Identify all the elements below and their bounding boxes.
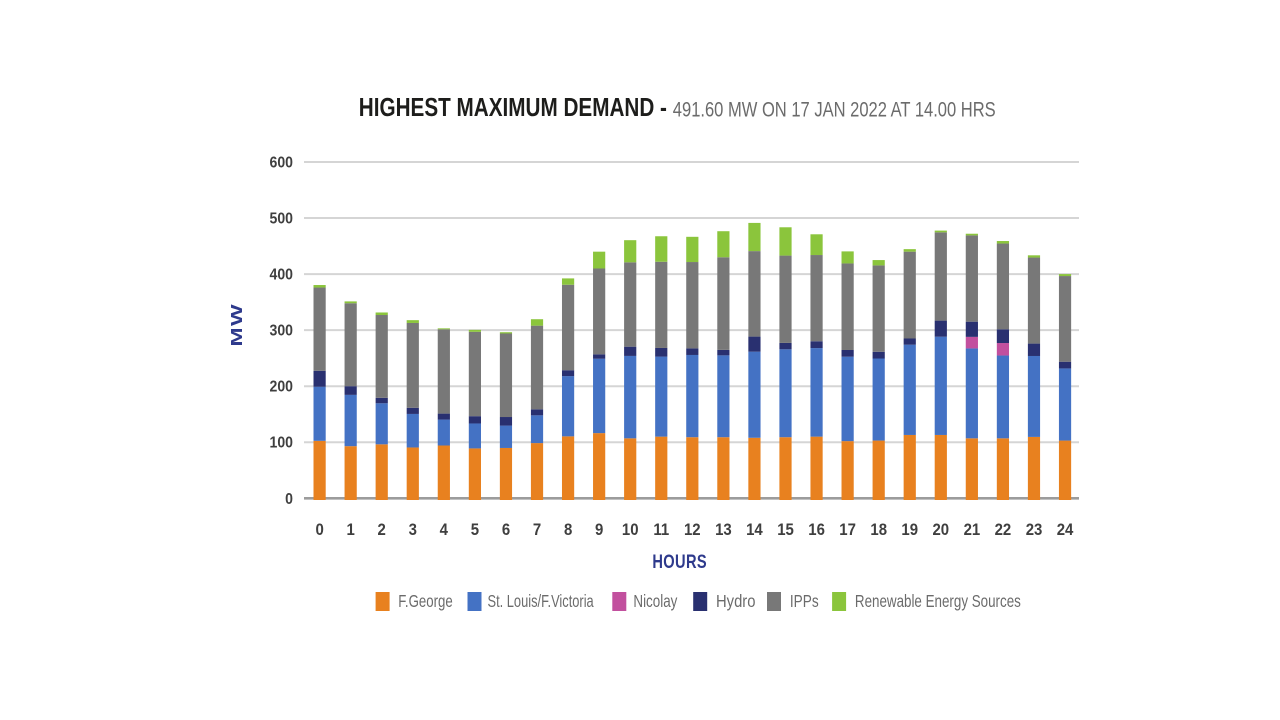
svg-text:200: 200 [270, 378, 293, 396]
svg-text:22: 22 [995, 521, 1012, 539]
svg-text:HOURS: HOURS [652, 551, 707, 572]
svg-text:15: 15 [777, 521, 794, 539]
svg-text:Nicolay: Nicolay [633, 592, 677, 611]
svg-text:14: 14 [746, 521, 763, 539]
svg-text:Renewable Energy Sources: Renewable Energy Sources [855, 592, 1021, 611]
svg-text:100: 100 [270, 434, 293, 452]
svg-text:16: 16 [808, 521, 825, 539]
svg-text:5: 5 [471, 521, 479, 539]
svg-text:2: 2 [378, 521, 386, 539]
svg-text:6: 6 [502, 521, 510, 539]
svg-text:24: 24 [1057, 521, 1074, 539]
svg-text:4: 4 [440, 521, 448, 539]
svg-text:HIGHEST MAXIMUM DEMAND -: HIGHEST MAXIMUM DEMAND - [359, 93, 667, 122]
svg-text:9: 9 [595, 521, 603, 539]
svg-text:MW: MW [229, 303, 246, 347]
svg-text:491.60 MW ON 17 JAN 2022 AT 14: 491.60 MW ON 17 JAN 2022 AT 14.00 HRS [673, 99, 996, 122]
svg-text:12: 12 [684, 521, 701, 539]
svg-text:10: 10 [622, 521, 639, 539]
svg-text:21: 21 [964, 521, 981, 539]
svg-text:7: 7 [533, 521, 541, 539]
svg-text:17: 17 [839, 521, 856, 539]
svg-text:20: 20 [932, 521, 949, 539]
svg-text:300: 300 [270, 322, 293, 340]
svg-text:23: 23 [1026, 521, 1043, 539]
svg-text:600: 600 [270, 154, 293, 172]
svg-text:3: 3 [409, 521, 417, 539]
svg-text:1: 1 [347, 521, 355, 539]
svg-text:Hydro: Hydro [716, 592, 755, 611]
svg-text:0: 0 [285, 490, 293, 508]
svg-text:IPPs: IPPs [790, 592, 819, 611]
svg-text:8: 8 [564, 521, 572, 539]
svg-text:500: 500 [270, 210, 293, 228]
svg-text:11: 11 [653, 521, 669, 539]
svg-text:18: 18 [870, 521, 887, 539]
svg-text:F.George: F.George [398, 592, 452, 611]
svg-text:St. Louis/F.Victoria: St. Louis/F.Victoria [488, 592, 595, 611]
svg-text:13: 13 [715, 521, 732, 539]
svg-text:400: 400 [270, 266, 293, 284]
svg-text:19: 19 [901, 521, 918, 539]
svg-text:0: 0 [315, 521, 323, 539]
